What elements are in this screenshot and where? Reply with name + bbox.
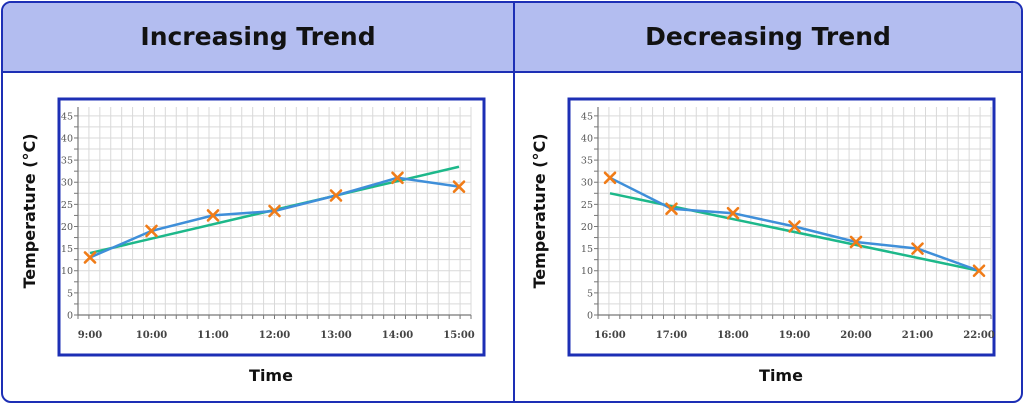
- x-tick-label: 15:00: [443, 330, 475, 341]
- data-point: [145, 224, 158, 238]
- y-tick-label: 10: [61, 266, 73, 277]
- data-point-stroke: [972, 264, 986, 278]
- y-tick-label: 10: [581, 266, 593, 277]
- x-tick-label: 16:00: [594, 330, 626, 341]
- data-point-stroke: [452, 180, 466, 193]
- data-point: [726, 206, 740, 220]
- data-point: [268, 204, 281, 218]
- data-point: [329, 189, 343, 202]
- chart-1: 0 5 10 15 20 25 30 35 40 45 16:00 17:00 18:00 19:00 20…: [530, 97, 996, 385]
- x-tick-label: 17:00: [656, 330, 688, 341]
- data-point-stroke: [391, 171, 404, 185]
- data-point: [972, 264, 986, 278]
- y-tick-label: 35: [581, 156, 593, 167]
- y-tick-label: 20: [581, 222, 593, 233]
- y-tick-label: 45: [61, 111, 73, 122]
- data-point: [849, 235, 863, 249]
- y-tick-label: 40: [581, 133, 593, 144]
- chart-0: 0 5 10 15 20 25 30 35 40 45 9:00 10:00 11:00 12:00 13:…: [20, 97, 486, 385]
- y-tick-label: 45: [581, 111, 593, 122]
- data-point-stroke: [665, 202, 678, 216]
- data-point: [83, 251, 97, 264]
- y-tick-label: 25: [61, 200, 73, 211]
- y-tick-label: 5: [67, 288, 73, 299]
- x-tick-label: 12:00: [259, 330, 291, 341]
- y-tick-label: 15: [61, 244, 73, 255]
- y-tick-label: 40: [61, 133, 73, 144]
- data-point-stroke: [145, 224, 158, 238]
- y-tick-label: 25: [581, 200, 593, 211]
- y-axis-title: Temperature (°C): [530, 133, 549, 288]
- y-tick-label: 30: [581, 178, 593, 189]
- x-axis-title: Time: [249, 366, 293, 385]
- data-point: [665, 202, 678, 216]
- x-tick-label: 18:00: [717, 330, 749, 341]
- x-tick-label: 10:00: [136, 330, 168, 341]
- header-divider: [3, 71, 1021, 73]
- x-tick-label: 14:00: [382, 330, 414, 341]
- panel-title-decreasing: Decreasing Trend: [645, 22, 891, 51]
- data-point-stroke: [788, 220, 801, 233]
- y-tick-label: 5: [587, 288, 593, 299]
- data-point-stroke: [911, 242, 924, 255]
- charts-canvas: 0 5 10 15 20 25 30 35 40 45 9:00 10:00 11:00 12:00 13:…: [20, 97, 996, 385]
- trend-line: [609, 192, 980, 272]
- panel-divider: [513, 3, 515, 401]
- y-tick-label: 20: [61, 222, 73, 233]
- data-point-stroke: [603, 171, 617, 185]
- data-point-stroke: [849, 235, 863, 249]
- data-point: [452, 180, 466, 193]
- chart-box: [567, 97, 996, 357]
- data-point: [788, 220, 801, 233]
- data-point-stroke: [206, 209, 220, 222]
- y-tick-label: 30: [61, 178, 73, 189]
- x-tick-label: 9:00: [78, 330, 103, 341]
- x-tick-label: 13:00: [320, 330, 352, 341]
- data-point-stroke: [83, 251, 97, 264]
- chart-box: [57, 97, 486, 357]
- data-point: [603, 171, 617, 185]
- x-tick-label: 20:00: [840, 330, 872, 341]
- x-axis-title: Time: [759, 366, 803, 385]
- data-point: [206, 209, 220, 222]
- data-point: [391, 171, 404, 185]
- x-tick-label: 22:00: [963, 330, 995, 341]
- data-point-stroke: [329, 189, 343, 202]
- header-band: [3, 3, 1021, 71]
- data-point-stroke: [268, 204, 281, 218]
- x-tick-label: 21:00: [902, 330, 934, 341]
- y-tick-label: 0: [587, 311, 593, 322]
- panel-title-increasing: Increasing Trend: [140, 22, 376, 51]
- y-tick-label: 0: [67, 311, 73, 322]
- y-tick-label: 15: [581, 244, 593, 255]
- data-point-stroke: [726, 206, 740, 220]
- y-tick-label: 35: [61, 156, 73, 167]
- x-tick-label: 19:00: [779, 330, 811, 341]
- data-point: [911, 242, 924, 255]
- x-tick-label: 11:00: [197, 330, 229, 341]
- y-axis-title: Temperature (°C): [20, 133, 39, 288]
